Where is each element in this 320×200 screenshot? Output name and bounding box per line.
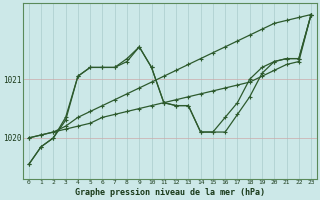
X-axis label: Graphe pression niveau de la mer (hPa): Graphe pression niveau de la mer (hPa)	[75, 188, 265, 197]
